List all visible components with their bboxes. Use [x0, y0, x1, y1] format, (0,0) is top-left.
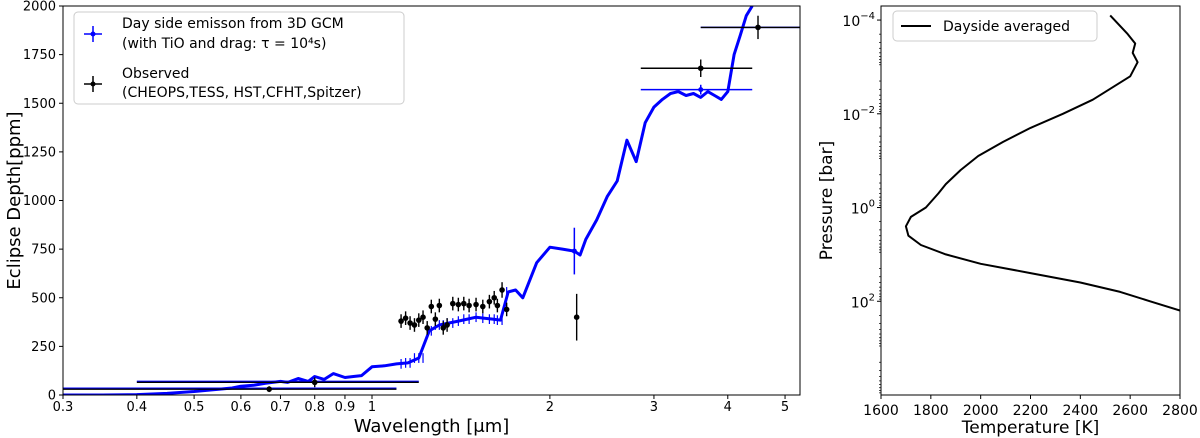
observed-point [415, 317, 422, 323]
observed-point [697, 65, 704, 72]
x-tick-label: 0.4 [126, 400, 147, 415]
legend-box [73, 11, 405, 105]
observed-point [503, 306, 510, 313]
y-tick-label: 10−2 [842, 105, 875, 124]
y-tick-label: 1250 [23, 145, 56, 160]
observed-point [486, 298, 493, 305]
y-tick-label: 0 [48, 389, 56, 404]
observed-point [432, 316, 439, 322]
plot-area [63, 6, 800, 395]
x-tick-label: 5 [781, 400, 789, 415]
eclipse-depth-chart: 0.3 0.4 0.5 0.6 0.7 0.8 0.9 1 2 3 4 5 0 250 500 750 1000… [4, 0, 801, 437]
y-axis-label: Eclipse Depth[ppm] [4, 111, 25, 289]
x-tick-label: 2000 [963, 403, 999, 419]
legend: Day side emisson from 3D GCM (with TiO an… [73, 11, 405, 105]
observed-point [480, 303, 486, 310]
x-tick-label: 0.9 [335, 400, 356, 415]
x-tick-label: 0.3 [53, 400, 74, 415]
observed-point [460, 300, 467, 307]
legend-label-line2: (with TiO and drag: τ = 10⁴s) [122, 36, 326, 52]
x-tick-label: 0.8 [304, 400, 325, 415]
x-tick-label: 2 [546, 400, 554, 415]
y-tick-label: 1750 [23, 48, 56, 63]
observed-point [402, 315, 409, 321]
legend-label-line2: (CHEOPS,TESS, HST,CFHT,Spitzer) [122, 85, 362, 101]
x-axis-label: Wavelength [μm] [354, 416, 510, 437]
y-tick-label: 250 [31, 340, 56, 355]
model-bin-point [571, 248, 577, 254]
y-tick-label: 1000 [23, 194, 56, 209]
x-tick-label: 0.5 [184, 400, 205, 415]
observed-point [311, 379, 318, 386]
model-bin-point [698, 87, 704, 93]
legend-box [892, 10, 1098, 42]
observed-point [411, 322, 418, 328]
y-tick-label: 10−4 [842, 11, 875, 30]
x-tick-label: 2400 [1063, 403, 1099, 419]
legend-marker-point [90, 81, 96, 87]
plot-frame [880, 5, 1181, 396]
legend-label: Dayside averaged [943, 19, 1070, 35]
observed-point [398, 318, 404, 324]
observed-point [466, 302, 472, 309]
temperature-profile-line [904, 14, 1180, 312]
legend: Dayside averaged [892, 10, 1098, 42]
x-tick-label: 4 [724, 400, 732, 415]
x-tick-label: 2600 [1112, 403, 1148, 419]
y-tick-label: 2000 [23, 0, 56, 15]
observed-point [573, 314, 580, 321]
y-tick-label: 1500 [23, 97, 56, 112]
observed-point [444, 322, 450, 328]
x-tick-label: 3 [650, 400, 658, 415]
x-axis-label: Temperature [K] [961, 418, 1100, 438]
observed-point [491, 294, 498, 301]
observed-point [499, 287, 505, 293]
x-tick-label: 2800 [1162, 403, 1198, 419]
plot-area [904, 14, 1180, 312]
observed-point [436, 302, 443, 309]
y-tick-label: 500 [31, 291, 56, 306]
y-tick-label: 102 [851, 292, 875, 311]
observed-point [407, 320, 413, 326]
observed-point [440, 325, 447, 331]
x-tick-label: 0.6 [231, 400, 252, 415]
observed-point [266, 386, 273, 392]
legend-marker-point [90, 31, 96, 37]
x-tick-label: 1 [368, 400, 376, 415]
x-tick-label: 1800 [913, 403, 949, 419]
legend-label: Day side emisson from 3D GCM [122, 16, 344, 32]
temperature-pressure-chart: 1600 1800 2000 2200 2400 2600 2800 10−4 10−2 100 1… [817, 5, 1198, 438]
y-tick-label: 750 [31, 243, 56, 258]
x-tick-label: 1600 [863, 403, 899, 419]
observed-point [755, 24, 761, 31]
observed-point [424, 325, 430, 331]
observed-point [449, 300, 456, 307]
legend-label: Observed [122, 66, 189, 82]
observed-point [494, 302, 501, 309]
y-axis-label: Pressure [bar] [817, 141, 837, 260]
y-tick-label: 100 [851, 199, 875, 218]
x-tick-label: 2200 [1013, 403, 1049, 419]
x-tick-label: 0.7 [270, 400, 291, 415]
observed-point [455, 301, 462, 308]
observed-point [473, 301, 479, 308]
observed-point [428, 303, 435, 310]
observed-point [420, 314, 426, 321]
